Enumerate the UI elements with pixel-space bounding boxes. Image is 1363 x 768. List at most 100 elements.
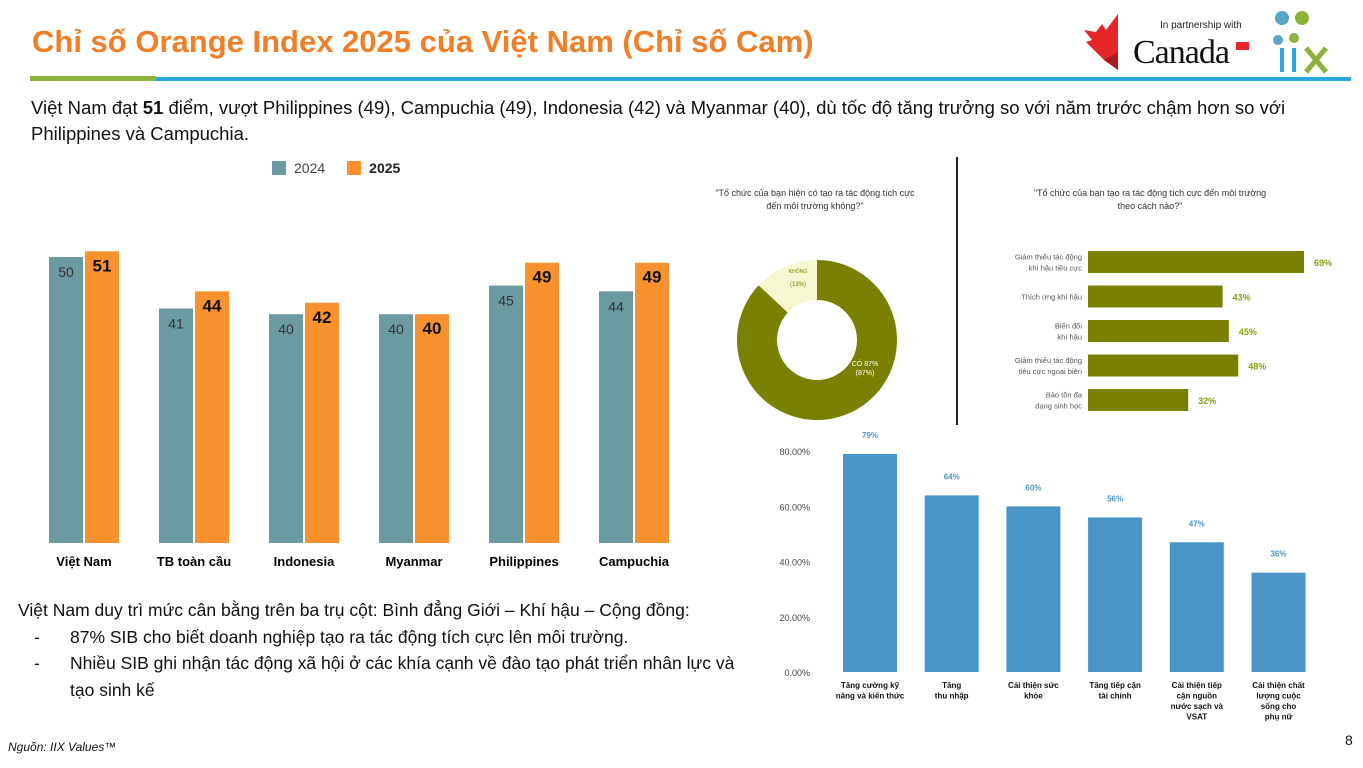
data-label: 56% [1107, 494, 1123, 503]
partnership-text: In partnership with [1160, 20, 1242, 31]
data-label: 42 [313, 308, 332, 327]
category-label: Bảo tồn đa [1046, 391, 1083, 400]
y-tick-label: 80.00% [779, 447, 810, 457]
summary-item: -87% SIB cho biết doanh nghiệp tạo ra tá… [34, 626, 629, 647]
hbar-question: "Tổ chức của bạn tạo ra tác động tích cự… [1033, 188, 1267, 211]
bar [1251, 572, 1306, 672]
x-tick-label: TB toàn cầu [157, 554, 231, 569]
donut-slice [737, 260, 897, 420]
category-label: dạng sinh học [1035, 402, 1082, 411]
data-label: 44 [608, 298, 624, 314]
data-label: 43% [1233, 293, 1251, 303]
data-label: 69% [1314, 258, 1332, 268]
x-tick-label: khỏe [1024, 692, 1043, 701]
data-label: 45 [498, 293, 514, 309]
slice-label: KHÔNG [789, 268, 807, 275]
orange-index-bar-chart: 50 51 Việt Nam 41 44 TB toàn cầu 40 42 Indonesia… [49, 251, 670, 569]
data-label: 49 [533, 268, 552, 287]
environment-impact-ways-chart: 69% Giảm thiểu tác động khí hậu tiêu cực 43… [1015, 251, 1332, 411]
slice-label: (13%) [790, 282, 806, 288]
x-tick-label: Cải thiện sức [1008, 681, 1059, 690]
x-tick-label: Tăng tiếp cận [1089, 681, 1141, 690]
hbar [1088, 320, 1229, 342]
intro-text: Việt Nam đạt 51 điểm, vượt Philippines (… [31, 97, 1286, 144]
summary-item: - Nhiều SIB ghi nhận tác động xã hội ở cá… [34, 653, 735, 700]
data-label: 45% [1239, 327, 1257, 337]
donut-question: "Tổ chức của bạn hiện có tạo ra tác động… [715, 188, 915, 211]
x-tick-label: cận nguồn [1177, 692, 1218, 701]
bar [924, 495, 979, 672]
hbar [1088, 354, 1239, 377]
source-note: Nguồn: IIX Values™ [8, 740, 117, 754]
data-label: 47% [1189, 519, 1205, 528]
bar [1088, 517, 1143, 672]
category-label: tiêu cực ngoại biên [1019, 367, 1082, 376]
category-label: khí hậu [1057, 333, 1082, 342]
category-label: Thích ứng khí hậu [1021, 293, 1082, 302]
bar-2024 [159, 308, 193, 543]
x-tick-label: năng và kiến thức [836, 692, 905, 701]
iix-logo [1272, 10, 1352, 79]
category-label: khí hậu tiêu cực [1029, 264, 1083, 273]
data-label: 60% [1025, 483, 1041, 492]
x-tick-label: Campuchia [599, 554, 670, 569]
data-label: 32% [1198, 396, 1216, 406]
legend-2025: 2025 [347, 160, 400, 176]
x-tick-label: Indonesia [274, 554, 335, 569]
data-label: 36% [1270, 550, 1286, 559]
x-tick-label: Cải thiện chất [1252, 681, 1305, 690]
data-label: 50 [58, 264, 74, 280]
page-number: 8 [1345, 732, 1353, 748]
data-label: 44 [203, 296, 222, 315]
data-label: 40 [423, 319, 442, 338]
y-tick-label: 40.00% [779, 558, 810, 568]
bar-2024 [599, 291, 633, 543]
data-label: 64% [944, 472, 960, 481]
slice-label: (87%) [856, 370, 875, 377]
data-label: 48% [1248, 362, 1266, 372]
x-tick-label: Việt Nam [56, 554, 111, 569]
x-tick-label: phụ nữ [1265, 713, 1293, 722]
data-label: 79% [862, 431, 878, 440]
x-tick-label: Tăng [942, 681, 961, 690]
bar-2025 [635, 262, 669, 543]
title-underline-blue [156, 77, 1351, 81]
data-label: 41 [168, 315, 184, 331]
x-tick-label: Philippines [489, 554, 558, 569]
x-tick-label: thu nhập [935, 692, 969, 701]
canada-flag-logo [1082, 12, 1122, 77]
data-label: 51 [93, 256, 112, 275]
category-label: Biến đổi [1055, 322, 1082, 331]
bar-2025 [305, 302, 339, 543]
y-tick-label: 20.00% [779, 613, 810, 623]
social-impact-bar-chart: 0.00% 20.00% 40.00% 60.00% 80.00% 79% Tăng cườ… [779, 431, 1306, 722]
y-tick-label: 60.00% [779, 502, 810, 512]
category-label: Giảm thiểu tác động [1015, 356, 1082, 365]
bar-2025 [525, 262, 559, 543]
bar-2025 [415, 314, 449, 543]
x-tick-label: VSAT [1186, 713, 1207, 722]
data-label: 49 [643, 268, 662, 287]
title-underline-green [30, 76, 156, 81]
summary-text: Việt Nam duy trì mức cân bằng trên ba tr… [18, 597, 758, 703]
environment-impact-donut: CÓ 87% (87%) KHÔNG (13%) [737, 260, 897, 420]
legend-2024: 2024 [272, 160, 325, 176]
bar-2024 [489, 285, 523, 543]
x-tick-label: lượng cuộc [1256, 692, 1301, 701]
x-tick-label: sống cho [1261, 702, 1297, 711]
x-tick-label: Tăng cường kỹ [841, 681, 900, 690]
bar [1169, 542, 1224, 672]
data-label: 40 [278, 321, 294, 337]
hbar [1088, 285, 1223, 308]
bar-2025 [85, 251, 119, 543]
bar-2024 [49, 257, 83, 543]
bar-2025 [195, 291, 229, 543]
bar-2024 [379, 314, 413, 543]
bar [843, 453, 897, 672]
chart-legend: 2024 2025 [272, 160, 400, 176]
hbar [1088, 389, 1189, 411]
bar-2024 [269, 314, 303, 543]
x-tick-label: tài chính [1099, 692, 1132, 701]
category-label: Giảm thiểu tác động [1015, 253, 1082, 262]
bar [1006, 506, 1061, 672]
